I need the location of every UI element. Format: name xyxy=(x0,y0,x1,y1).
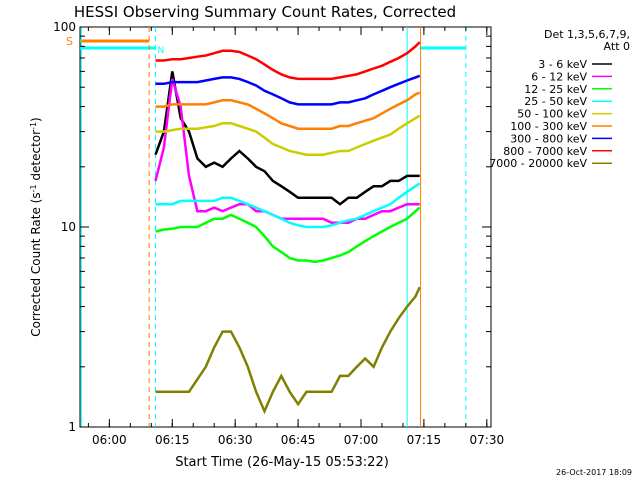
x-tick-label: 06:00 xyxy=(92,433,127,447)
x-tick-label: 07:15 xyxy=(407,433,442,447)
series-line-7 xyxy=(155,41,421,81)
x-tick-label: 06:45 xyxy=(281,433,316,447)
x-tick-label: 07:30 xyxy=(470,433,505,447)
series-line-2 xyxy=(155,206,421,264)
y-tick-label: 100 xyxy=(53,20,76,34)
axis-ticks: 06:00 06:15 06:30 06:45 07:00 07:15 07:30 1 10 10… xyxy=(53,20,504,447)
series-line-8 xyxy=(155,286,421,415)
series-layer xyxy=(154,41,421,415)
plot-frame xyxy=(79,26,492,428)
legend-label: 800 - 7000 keV xyxy=(503,145,587,158)
footer-date: 26-Oct-2017 18:09 xyxy=(556,468,632,477)
legend-label: 6 - 12 keV xyxy=(531,70,587,83)
y-tick-label: 1 xyxy=(68,420,76,434)
y-axis-label: Corrected Count Rate (s-1 detector-1) xyxy=(29,117,44,336)
legend-label: 3 - 6 keV xyxy=(538,58,587,71)
series-line-3 xyxy=(155,182,421,229)
s-marker-label: S xyxy=(66,35,73,48)
series-line-1 xyxy=(154,78,420,225)
time-markers: SN xyxy=(66,27,467,427)
legend-label: 300 - 800 keV xyxy=(510,132,587,145)
x-tick-label: 07:00 xyxy=(344,433,379,447)
chart-title: HESSI Observing Summary Count Rates, Cor… xyxy=(74,3,456,21)
x-axis-label: Start Time (26-May-15 05:53:22) xyxy=(175,455,389,470)
legend-header-line-2: Att 0 xyxy=(604,40,630,53)
legend-label: 7000 - 20000 keV xyxy=(489,157,587,170)
legend-label: 100 - 300 keV xyxy=(510,120,587,133)
legend-label: 25 - 50 keV xyxy=(524,95,587,108)
n-marker-label: N xyxy=(157,46,164,56)
y-tick-label: 10 xyxy=(61,220,76,234)
series-line-0 xyxy=(154,71,420,206)
legend-label: 50 - 100 keV xyxy=(517,108,587,121)
x-tick-label: 06:15 xyxy=(155,433,190,447)
legend-header-line-1: Det 1,3,5,6,7,9, xyxy=(544,28,630,41)
legend-label: 12 - 25 keV xyxy=(524,83,587,96)
x-tick-label: 06:30 xyxy=(218,433,253,447)
series-line-6 xyxy=(155,74,421,106)
series-line-5 xyxy=(155,91,421,130)
series-line-4 xyxy=(155,114,421,156)
